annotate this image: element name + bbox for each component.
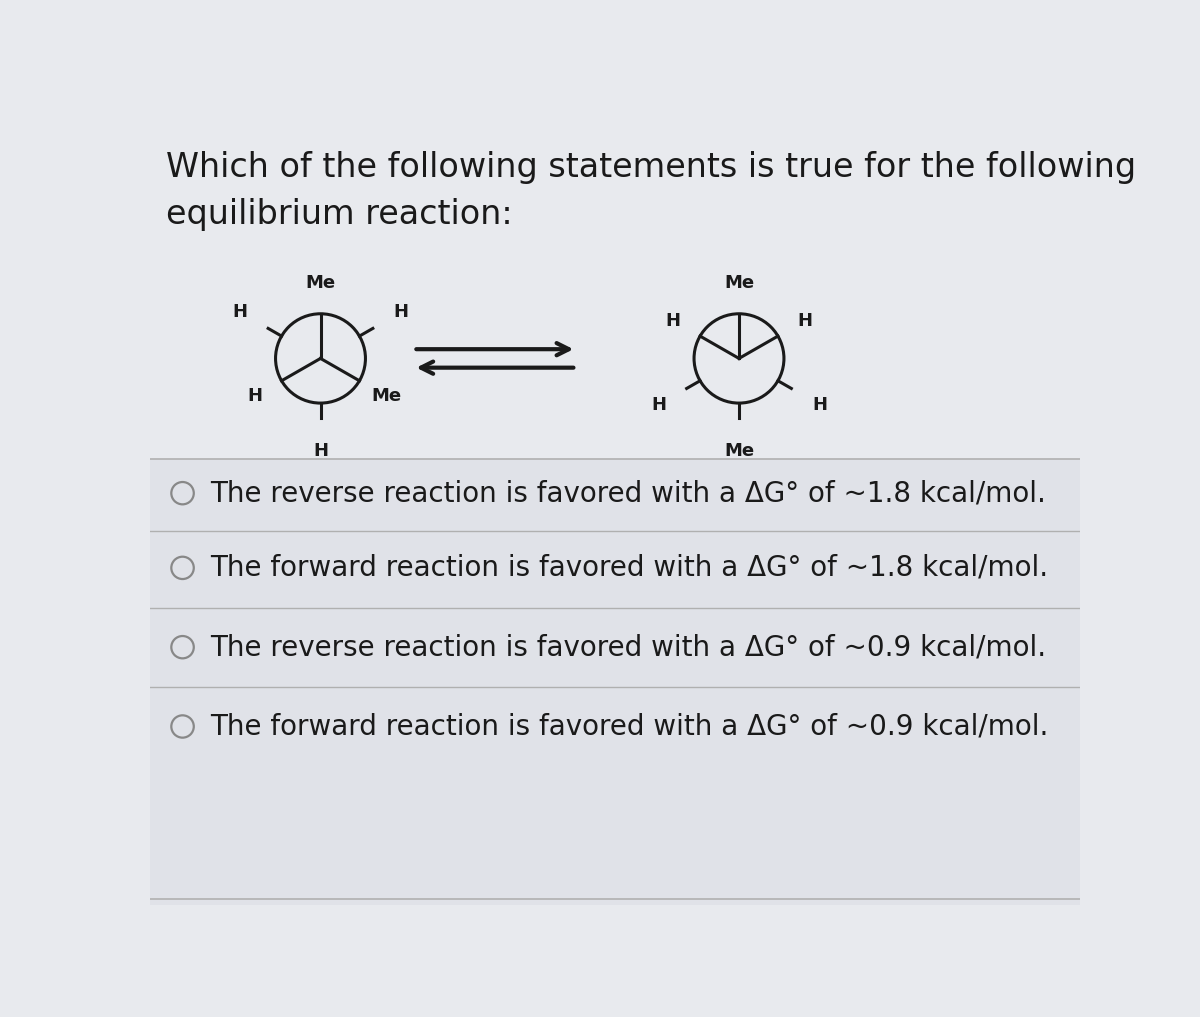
Text: H: H	[313, 441, 328, 460]
Text: H: H	[650, 396, 666, 414]
Text: Me: Me	[724, 441, 754, 460]
Text: H: H	[394, 303, 408, 321]
Text: equilibrium reaction:: equilibrium reaction:	[166, 198, 512, 231]
Text: The forward reaction is favored with a ΔG° of ~1.8 kcal/mol.: The forward reaction is favored with a Δ…	[210, 554, 1049, 582]
Text: H: H	[797, 311, 812, 330]
Text: Me: Me	[306, 274, 336, 292]
Text: The reverse reaction is favored with a ΔG° of ~1.8 kcal/mol.: The reverse reaction is favored with a Δ…	[210, 479, 1046, 507]
Bar	[150, 459, 1080, 905]
Text: The reverse reaction is favored with a ΔG° of ~0.9 kcal/mol.: The reverse reaction is favored with a Δ…	[210, 634, 1046, 661]
Text: Me: Me	[724, 274, 754, 292]
Text: Which of the following statements is true for the following: Which of the following statements is tru…	[166, 151, 1135, 183]
Text: Me: Me	[371, 387, 401, 405]
Text: H: H	[666, 311, 680, 330]
Text: H: H	[812, 396, 827, 414]
Text: H: H	[247, 387, 263, 405]
Text: The forward reaction is favored with a ΔG° of ~0.9 kcal/mol.: The forward reaction is favored with a Δ…	[210, 713, 1049, 740]
Text: H: H	[233, 303, 247, 321]
